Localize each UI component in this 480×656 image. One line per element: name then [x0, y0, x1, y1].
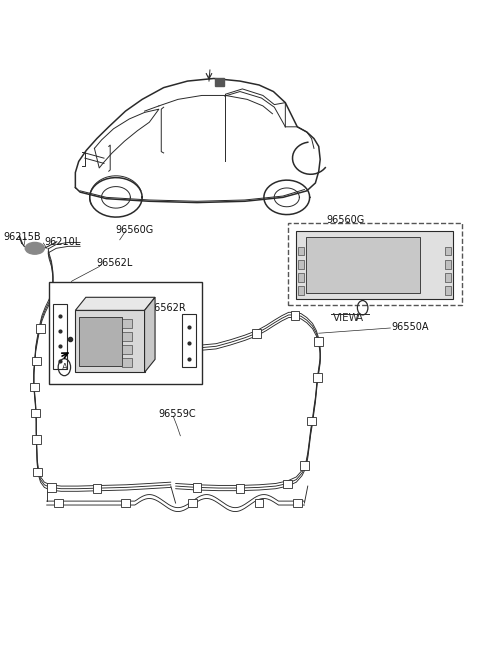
Bar — [75, 310, 144, 373]
Bar — [296, 232, 453, 298]
Text: A: A — [61, 363, 67, 372]
Bar — [122, 332, 132, 341]
Polygon shape — [75, 297, 155, 310]
Polygon shape — [144, 297, 155, 373]
Bar — [445, 273, 451, 281]
Text: 96215B: 96215B — [4, 232, 41, 241]
Bar — [188, 499, 197, 507]
Bar — [54, 499, 63, 507]
Bar — [298, 273, 304, 281]
Bar — [31, 383, 39, 392]
Text: 96560G: 96560G — [115, 225, 153, 235]
Bar — [290, 311, 299, 319]
Bar — [445, 260, 451, 268]
Bar — [215, 79, 224, 87]
Bar — [314, 337, 323, 346]
Text: 96550A: 96550A — [392, 321, 429, 332]
Bar — [298, 286, 304, 295]
Bar — [236, 484, 244, 493]
Text: 96559C: 96559C — [158, 409, 195, 419]
Bar — [36, 324, 45, 333]
Bar — [93, 484, 101, 493]
Bar — [49, 282, 202, 384]
Bar — [122, 358, 132, 367]
Text: 96210L: 96210L — [44, 237, 81, 247]
Bar — [47, 483, 56, 492]
Bar — [34, 468, 42, 476]
Bar — [193, 483, 201, 492]
Bar — [293, 499, 301, 507]
Bar — [298, 260, 304, 268]
Text: 96560G: 96560G — [327, 215, 365, 225]
Bar — [53, 304, 67, 369]
Bar — [288, 224, 462, 305]
Text: VIEW: VIEW — [333, 313, 360, 323]
Bar — [298, 247, 304, 255]
Bar — [122, 345, 132, 354]
Bar — [313, 373, 322, 382]
Bar — [79, 317, 122, 366]
Bar — [445, 247, 451, 255]
Bar — [307, 417, 316, 425]
Bar — [300, 461, 309, 470]
Bar — [32, 357, 40, 365]
Bar — [445, 286, 451, 295]
Bar — [283, 480, 292, 488]
Bar — [255, 499, 264, 507]
Text: 96562R: 96562R — [148, 304, 186, 314]
Ellipse shape — [25, 243, 44, 254]
Bar — [31, 409, 39, 417]
Text: 96562L: 96562L — [96, 258, 132, 268]
Text: A: A — [356, 313, 363, 323]
Bar — [122, 319, 132, 328]
Bar — [121, 499, 130, 507]
Bar — [306, 237, 420, 293]
Bar — [32, 435, 40, 443]
Bar — [252, 329, 261, 338]
Bar — [182, 314, 196, 367]
